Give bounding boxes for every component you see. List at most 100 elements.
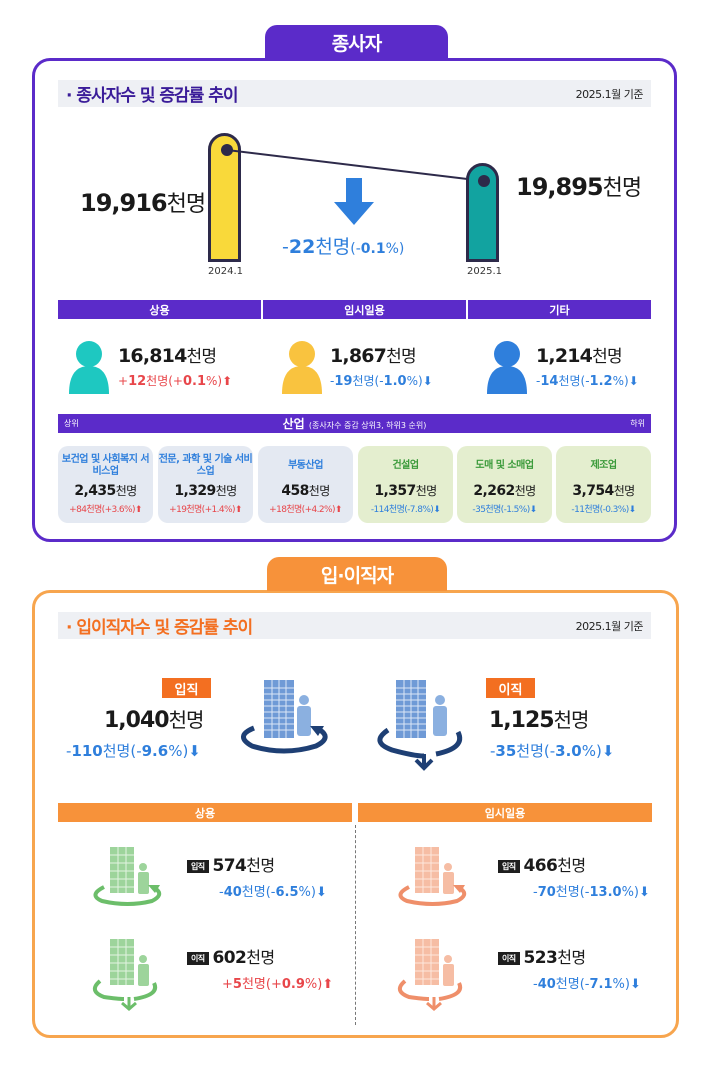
change: -114천명(-7.8%) [370, 505, 434, 515]
title: 산업 [282, 417, 305, 431]
turnover-section-tab: 입·이직자 [267, 557, 447, 591]
chg: 5 [232, 977, 242, 992]
value: 2,435 [74, 483, 116, 499]
chg: 14 [540, 374, 559, 389]
sign: - [330, 374, 335, 388]
value: 574 [212, 856, 247, 876]
temporary-separation-icon [397, 939, 462, 1011]
hire-total-value: 1,040천명 [104, 704, 205, 733]
change: -35천명(-1.5%) [472, 505, 530, 515]
sign: - [282, 236, 289, 258]
industry-change: -35천명(-1.5%)⬇ [457, 502, 552, 515]
value: 2,262 [473, 483, 515, 499]
pct-open: (+ [265, 977, 282, 992]
regular-employees-value: 16,814천명 [118, 342, 217, 367]
down-arrow-icon: ⬇ [628, 374, 639, 388]
unit: 천명 [168, 708, 205, 732]
down-arrow-icon: ⬇ [188, 742, 201, 760]
industry-name: 보건업 및 사회복지 서비스업 [61, 454, 150, 477]
industry-card-health-welfare: 보건업 및 사회복지 서비스업 2,435천명 +84천명(+3.6%)⬆ [58, 446, 153, 523]
value: 1,040 [104, 708, 170, 733]
separation-mini-tag: 이직 [187, 951, 209, 965]
employees-section-title: · 종사자수 및 증감률 추이 [66, 86, 239, 106]
unit: 천명 [557, 948, 586, 967]
pct-open: (- [579, 885, 590, 900]
value: 22 [288, 236, 316, 258]
down-arrow-icon: ⬇ [628, 505, 637, 515]
chg: 40 [537, 977, 556, 992]
up-arrow-icon: ⬆ [222, 374, 233, 388]
value: 16,814 [118, 345, 187, 367]
value: 1,125 [489, 708, 555, 733]
category-header-temporary: 임시일용 [263, 300, 466, 319]
turnover-reference-date: 2025.1월 기준 [575, 619, 644, 633]
unit: 천명 [146, 374, 169, 388]
pct: 13.0 [589, 885, 622, 900]
regular-separation-icon [92, 939, 157, 1011]
down-arrow-icon: ⬇ [433, 505, 441, 515]
up-arrow-icon: ⬆ [134, 505, 143, 515]
down-arrow-icon: ⬇ [315, 885, 327, 900]
pct-open: (- [350, 241, 361, 257]
regular-hire-icon [93, 847, 162, 906]
industry-change: -11천명(-0.3%)⬇ [556, 502, 651, 515]
up-arrow-icon: ⬆ [322, 977, 334, 992]
pct: 1.2 [589, 374, 613, 389]
change: -11천명(-0.3%) [571, 505, 629, 515]
pct-open: (- [130, 742, 142, 760]
up-arrow-icon: ⬆ [334, 505, 343, 515]
employees-total-change: -22천명(-0.1%) [282, 232, 404, 259]
unit: 천명 [308, 484, 330, 498]
unit: 천명 [166, 192, 206, 217]
unit: 천명 [613, 484, 635, 498]
value: 523 [523, 948, 558, 968]
pct-close: %) [581, 742, 602, 760]
pct: 0.9 [281, 977, 305, 992]
unit: 천명 [602, 176, 642, 201]
industry-card-wholesale-retail: 도매 및 소매업 2,262천명 -35천명(-1.5%)⬇ [457, 446, 552, 523]
pct: 7.1 [589, 977, 613, 992]
unit: 천명 [102, 742, 131, 760]
unit: 천명 [186, 347, 217, 367]
trend-dot-2024 [221, 144, 233, 156]
industry-value: 2,262천명 [457, 482, 552, 499]
group-divider [355, 825, 356, 1025]
category-header-regular: 상용 [58, 300, 261, 319]
regular-separation-value: 이직 602천명 [187, 944, 275, 968]
separation-tag: 이직 [486, 678, 535, 698]
value: 19,916 [80, 189, 168, 217]
sign: - [536, 374, 541, 388]
pct-close: %) [612, 374, 629, 388]
unit: 천명 [241, 977, 266, 992]
unit: 천명 [592, 347, 622, 367]
year-label-2024: 2024.1 [208, 266, 243, 277]
industry-header-bar: 상위 산업 (종사자수 증감 상위3, 하위3 순위) 하위 [58, 414, 651, 433]
unit: 천명 [246, 856, 275, 875]
unit: 천명 [514, 484, 536, 498]
down-arrow-icon: ⬇ [629, 977, 641, 992]
pct: 6.5 [275, 885, 299, 900]
pct: 0.1 [183, 374, 207, 389]
value: 19,895 [516, 173, 604, 201]
regular-hire-value: 입직 574천명 [187, 852, 275, 876]
industry-name: 제조업 [590, 460, 617, 471]
employees-section-tab: 종사자 [265, 25, 448, 59]
value: 1,867 [330, 345, 387, 367]
pct-close: %) [168, 742, 189, 760]
employees-section-header: · 종사자수 및 증감률 추이 2025.1월 기준 [58, 80, 651, 107]
bottom-label: 하위 [630, 419, 645, 428]
down-arrow-icon [334, 178, 374, 225]
person-icon-temporary [282, 341, 322, 394]
temporary-hire-change: -70천명(-13.0%)⬇ [533, 881, 650, 900]
group-header-regular: 상용 [58, 803, 352, 822]
industry-value: 3,754천명 [556, 482, 651, 499]
industry-title: 산업 (종사자수 증감 상위3, 하위3 순위) [283, 415, 427, 432]
sign: - [490, 742, 496, 760]
unit: 천명 [415, 484, 437, 498]
value: 1,214 [536, 345, 593, 367]
industry-value: 458천명 [258, 482, 353, 499]
down-arrow-icon: ⬇ [422, 374, 433, 388]
sign: - [66, 742, 72, 760]
trend-line [226, 149, 485, 182]
separation-total-change: -35천명(-3.0%)⬇ [490, 740, 614, 761]
